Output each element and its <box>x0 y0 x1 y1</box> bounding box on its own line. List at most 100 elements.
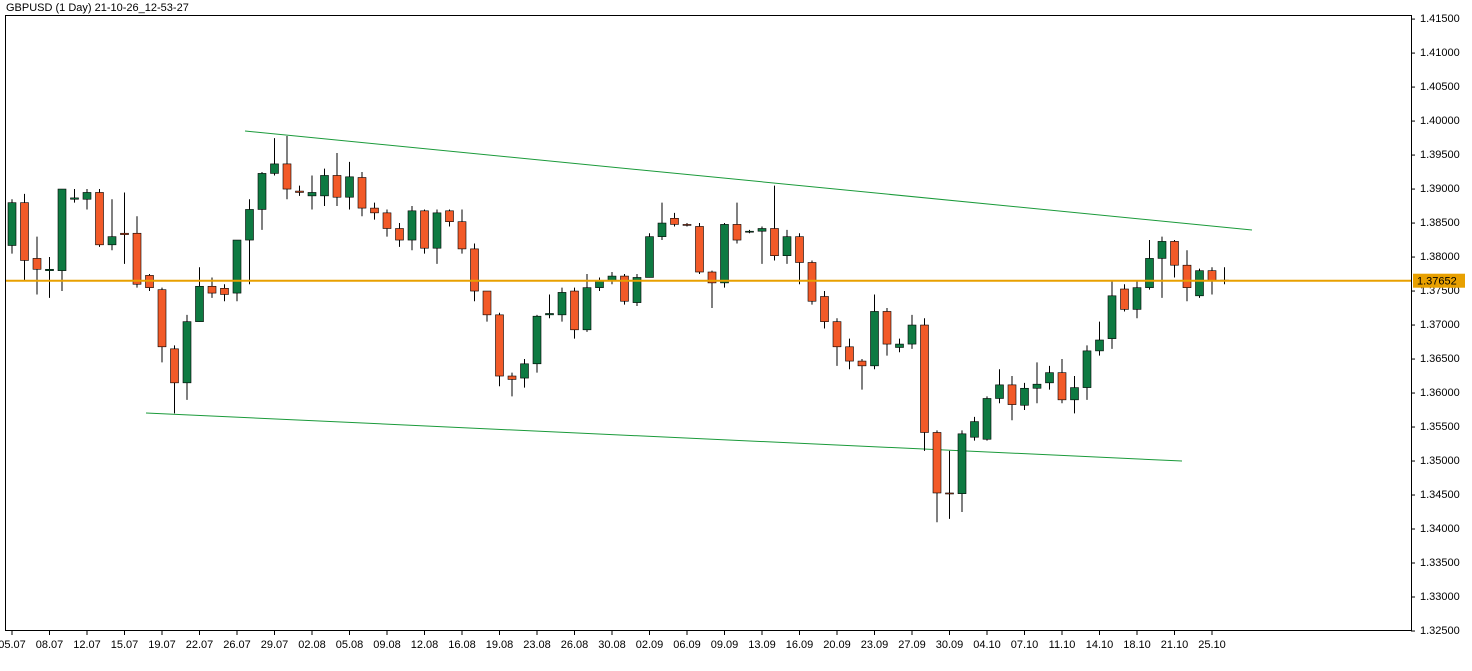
candle-body <box>520 363 529 379</box>
candle-body <box>407 210 417 241</box>
x-tick-label: 02.09 <box>636 639 664 651</box>
plot-frame <box>5 15 1412 631</box>
candle-body <box>95 192 104 246</box>
candle-body <box>320 175 329 197</box>
current-price-label: 1.37652 <box>1417 276 1457 288</box>
candle-body <box>182 321 192 384</box>
candle-body <box>432 212 442 249</box>
x-tick-label: 05.07 <box>0 639 26 651</box>
x-tick-label: 21.10 <box>1161 639 1189 651</box>
candle-body <box>857 360 867 367</box>
candle-body <box>345 176 354 198</box>
candle-body <box>782 236 792 256</box>
candle-body <box>257 173 267 210</box>
x-tick-label: 22.07 <box>186 639 214 651</box>
candle-body <box>482 290 492 316</box>
x-tick-label: 23.09 <box>861 639 889 651</box>
y-tick-label: 1.35000 <box>1420 455 1460 467</box>
candle-body <box>907 324 917 345</box>
x-tick-label: 12.07 <box>73 639 101 651</box>
candle-body <box>545 313 554 316</box>
candle-body <box>645 236 654 278</box>
candle-body <box>1170 241 1179 266</box>
candle-body <box>57 188 67 271</box>
candle-body <box>1007 384 1017 405</box>
candle-body <box>1195 270 1204 297</box>
candle-body <box>1120 288 1129 310</box>
x-tick-label: 18.10 <box>1123 639 1151 651</box>
candle-body <box>1145 258 1154 288</box>
x-tick-label: 09.08 <box>373 639 401 651</box>
candle-body <box>1107 295 1117 339</box>
x-tick-label: 20.09 <box>823 639 851 651</box>
candle-body <box>870 311 879 367</box>
y-tick-label: 1.35500 <box>1420 421 1460 433</box>
candle-body <box>945 492 954 495</box>
x-tick-label: 27.09 <box>898 639 926 651</box>
candle-body <box>1157 241 1167 259</box>
y-tick-label: 1.39500 <box>1420 149 1460 161</box>
y-tick-label: 1.34000 <box>1420 523 1460 535</box>
candle-body <box>457 221 467 250</box>
y-tick-label: 1.33000 <box>1420 591 1460 603</box>
candle-body <box>20 202 29 261</box>
candle-body <box>845 346 854 362</box>
y-tick-label: 1.39000 <box>1420 183 1460 195</box>
candle-body <box>620 275 629 302</box>
x-tick-label: 14.10 <box>1086 639 1114 651</box>
candle-body <box>107 236 117 246</box>
candle-body <box>995 384 1004 399</box>
candle-body <box>920 324 929 433</box>
candle-body <box>495 314 504 377</box>
candle-body <box>220 288 229 295</box>
x-tick-label: 19.08 <box>486 639 514 651</box>
candle-body <box>745 230 754 233</box>
candle-body <box>982 398 992 440</box>
candle-body <box>82 192 92 200</box>
candle-body <box>732 224 742 241</box>
candle-body <box>682 224 692 226</box>
y-tick-label: 1.38500 <box>1420 217 1460 229</box>
x-tick-label: 07.10 <box>1011 639 1039 651</box>
x-tick-label: 02.08 <box>298 639 326 651</box>
x-tick-label: 29.07 <box>261 639 289 651</box>
candle-body <box>832 321 842 348</box>
x-tick-label: 12.08 <box>411 639 439 651</box>
candle-body <box>295 190 304 193</box>
y-tick-label: 1.32500 <box>1420 625 1460 637</box>
candle-body <box>1020 387 1029 406</box>
candle-body <box>470 248 479 292</box>
y-tick-label: 1.34500 <box>1420 489 1460 501</box>
candle-body <box>7 202 17 246</box>
y-tick-label: 1.41000 <box>1420 47 1460 59</box>
candle-body <box>957 433 967 494</box>
candle-body <box>895 343 904 348</box>
candle-body <box>1032 383 1042 389</box>
candle-body <box>420 210 429 249</box>
candle-body <box>332 175 342 198</box>
candle-body <box>970 421 979 438</box>
candle-body <box>370 207 379 214</box>
current-price-box <box>1413 273 1465 288</box>
candle-body <box>1095 339 1104 352</box>
candle-body <box>282 163 292 190</box>
candle-body <box>532 315 542 365</box>
candle-body <box>1182 264 1192 288</box>
candle-body <box>445 210 454 222</box>
trend-line <box>145 412 1183 462</box>
x-tick-label: 04.10 <box>973 639 1001 651</box>
candle-body <box>932 432 942 494</box>
x-tick-label: 16.09 <box>786 639 814 651</box>
trend-line <box>244 130 1253 231</box>
candle-body <box>820 296 829 322</box>
candle-body <box>695 226 704 273</box>
x-tick-label: 08.07 <box>36 639 64 651</box>
candle-body <box>307 192 317 197</box>
y-tick-label: 1.36500 <box>1420 353 1460 365</box>
candle-body <box>582 287 592 331</box>
candle-body <box>1057 372 1067 401</box>
candle-body <box>120 232 129 235</box>
candle-body <box>795 236 804 263</box>
candle-body <box>657 222 667 237</box>
